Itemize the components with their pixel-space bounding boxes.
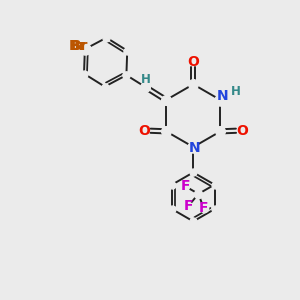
Text: Br: Br <box>69 39 86 53</box>
Text: N: N <box>189 141 201 154</box>
Text: O: O <box>237 124 248 138</box>
Text: F: F <box>184 199 193 213</box>
Text: O: O <box>138 124 150 138</box>
Text: H: H <box>141 73 151 86</box>
Text: Br: Br <box>70 39 88 53</box>
Text: F: F <box>180 179 190 193</box>
Text: O: O <box>188 55 199 69</box>
Text: N: N <box>217 89 229 103</box>
Text: H: H <box>231 85 241 98</box>
Text: F: F <box>199 202 208 215</box>
